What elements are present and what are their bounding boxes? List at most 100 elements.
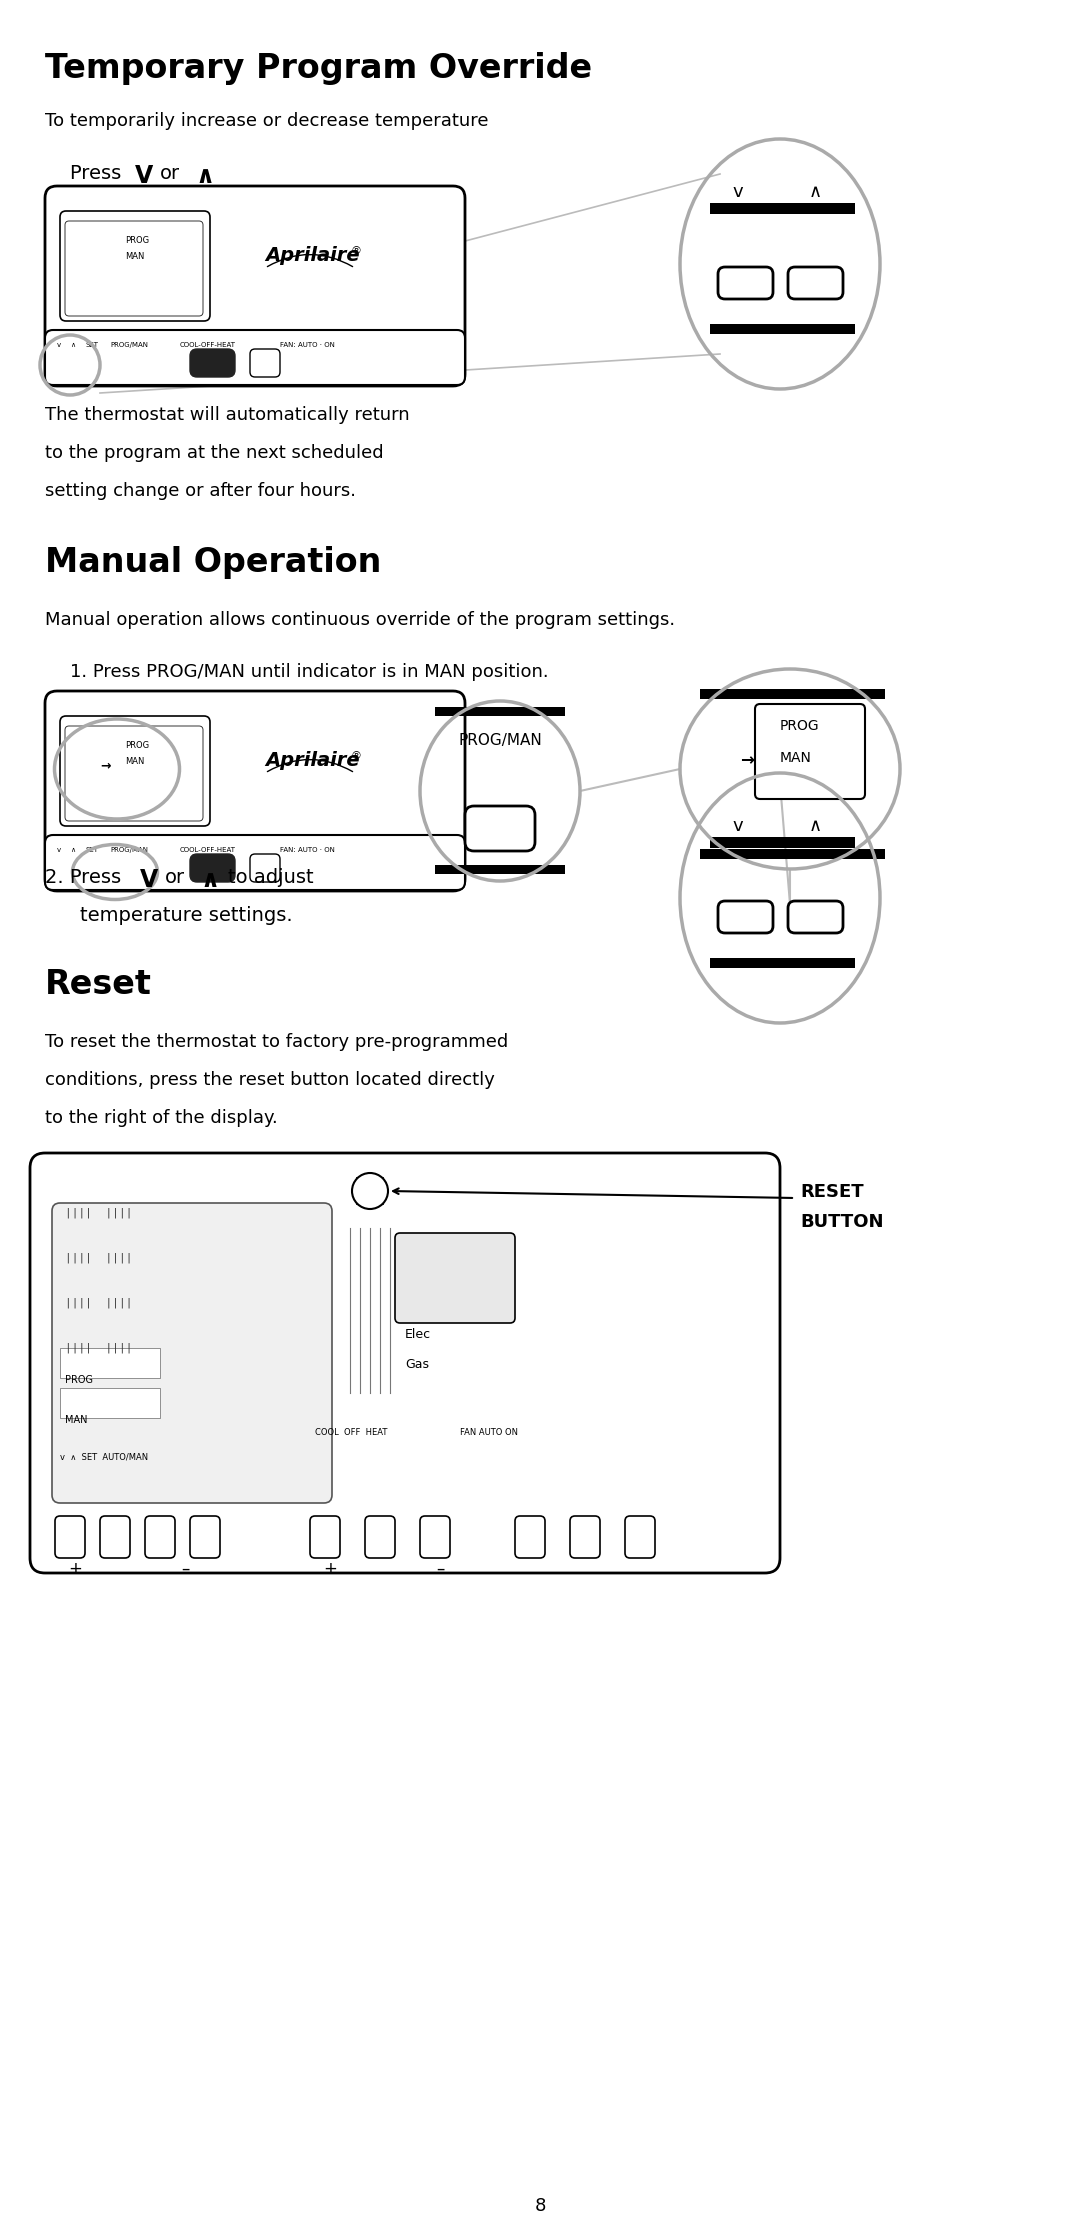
Text: →: → — [100, 759, 110, 772]
FancyBboxPatch shape — [190, 1516, 220, 1558]
FancyBboxPatch shape — [52, 1203, 332, 1502]
Ellipse shape — [130, 862, 146, 884]
Text: MAN: MAN — [780, 750, 812, 766]
Text: ∧: ∧ — [809, 817, 822, 835]
FancyBboxPatch shape — [570, 1516, 600, 1558]
FancyBboxPatch shape — [788, 902, 843, 933]
Bar — [710, 203, 855, 214]
FancyBboxPatch shape — [65, 221, 203, 317]
Text: V: V — [140, 868, 159, 893]
Text: PROG: PROG — [125, 237, 149, 246]
Text: PROG/MAN: PROG/MAN — [110, 846, 148, 853]
Ellipse shape — [100, 862, 116, 884]
Text: RESET: RESET — [800, 1183, 864, 1201]
Text: SET: SET — [85, 341, 98, 348]
FancyBboxPatch shape — [45, 185, 465, 386]
FancyBboxPatch shape — [45, 835, 465, 891]
FancyBboxPatch shape — [30, 1154, 780, 1574]
Text: ||||  ||||: |||| |||| — [65, 1344, 133, 1353]
FancyBboxPatch shape — [788, 268, 843, 299]
FancyBboxPatch shape — [60, 212, 210, 321]
FancyBboxPatch shape — [60, 716, 210, 826]
Text: v: v — [57, 846, 62, 853]
Bar — [60, 1388, 160, 1417]
Text: ||||  ||||: |||| |||| — [65, 1252, 133, 1263]
Text: COOL  OFF  HEAT: COOL OFF HEAT — [315, 1428, 388, 1437]
FancyBboxPatch shape — [45, 692, 465, 891]
Text: to the right of the display.: to the right of the display. — [45, 1109, 278, 1127]
Text: 2. Press: 2. Press — [45, 868, 127, 886]
Text: PROG: PROG — [780, 719, 820, 732]
Text: v  ∧  SET  AUTO/MAN: v ∧ SET AUTO/MAN — [60, 1453, 148, 1462]
Text: MAN: MAN — [125, 252, 145, 261]
Text: Aprilaire: Aprilaire — [265, 246, 360, 266]
Text: FAN AUTO ON: FAN AUTO ON — [460, 1428, 518, 1437]
Text: to the program at the next scheduled: to the program at the next scheduled — [45, 444, 383, 462]
FancyBboxPatch shape — [625, 1516, 654, 1558]
Text: or: or — [165, 868, 185, 886]
Ellipse shape — [75, 862, 91, 884]
Text: conditions, press the reset button located directly: conditions, press the reset button locat… — [45, 1071, 495, 1089]
Circle shape — [352, 1174, 388, 1210]
FancyBboxPatch shape — [190, 855, 235, 882]
FancyBboxPatch shape — [365, 1516, 395, 1558]
Text: Elec: Elec — [405, 1328, 431, 1341]
Text: MAN: MAN — [125, 757, 145, 766]
Bar — [710, 324, 855, 335]
FancyBboxPatch shape — [718, 268, 773, 299]
Ellipse shape — [100, 355, 116, 377]
FancyBboxPatch shape — [65, 725, 203, 821]
Text: temperature settings.: temperature settings. — [80, 906, 293, 924]
Text: v: v — [732, 817, 743, 835]
Bar — [435, 708, 565, 716]
Text: 8: 8 — [535, 2196, 545, 2214]
Text: +: + — [323, 1560, 337, 1578]
Text: Reset: Reset — [45, 969, 152, 1000]
Text: or: or — [160, 163, 180, 183]
Text: ∧: ∧ — [200, 868, 219, 893]
Bar — [710, 837, 855, 848]
Text: v: v — [732, 183, 743, 201]
FancyBboxPatch shape — [145, 1516, 175, 1558]
Text: PROG/MAN: PROG/MAN — [110, 341, 148, 348]
Text: V: V — [135, 163, 153, 187]
Text: Manual Operation: Manual Operation — [45, 547, 381, 578]
FancyBboxPatch shape — [420, 1516, 450, 1558]
Text: To reset the thermostat to factory pre-programmed: To reset the thermostat to factory pre-p… — [45, 1033, 509, 1051]
Ellipse shape — [130, 355, 146, 377]
FancyBboxPatch shape — [190, 348, 235, 377]
Text: –: – — [436, 1560, 444, 1578]
Text: COOL-OFF-HEAT: COOL-OFF-HEAT — [180, 341, 237, 348]
Text: To temporarily increase or decrease temperature: To temporarily increase or decrease temp… — [45, 112, 488, 129]
Text: ||||  ||||: |||| |||| — [65, 1299, 133, 1308]
FancyBboxPatch shape — [249, 348, 280, 377]
Text: ∧: ∧ — [70, 846, 76, 853]
Ellipse shape — [55, 862, 71, 884]
FancyBboxPatch shape — [755, 703, 865, 799]
Text: FAN: AUTO · ON: FAN: AUTO · ON — [280, 341, 335, 348]
Text: Aprilaire: Aprilaire — [265, 750, 360, 770]
Text: SET: SET — [85, 846, 98, 853]
Text: ®: ® — [350, 750, 361, 761]
Text: ||||  ||||: |||| |||| — [65, 1208, 133, 1219]
Text: 1. Press PROG/MAN until indicator is in MAN position.: 1. Press PROG/MAN until indicator is in … — [70, 663, 549, 681]
Text: Temporary Program Override: Temporary Program Override — [45, 51, 592, 85]
Text: →: → — [740, 750, 754, 770]
Text: –: – — [180, 1560, 189, 1578]
FancyBboxPatch shape — [718, 902, 773, 933]
Text: +: + — [68, 1560, 82, 1578]
FancyBboxPatch shape — [249, 855, 280, 882]
FancyBboxPatch shape — [310, 1516, 340, 1558]
FancyBboxPatch shape — [515, 1516, 545, 1558]
Text: FAN: AUTO · ON: FAN: AUTO · ON — [280, 846, 335, 853]
Text: PROG: PROG — [65, 1375, 93, 1386]
Text: Press: Press — [70, 163, 127, 183]
FancyBboxPatch shape — [395, 1232, 515, 1324]
FancyBboxPatch shape — [55, 1516, 85, 1558]
Text: BUTTON: BUTTON — [800, 1212, 883, 1232]
Text: PROG: PROG — [125, 741, 149, 750]
Text: ®: ® — [350, 246, 361, 257]
Text: Gas: Gas — [405, 1357, 429, 1370]
Text: COOL-OFF-HEAT: COOL-OFF-HEAT — [180, 846, 237, 853]
Text: setting change or after four hours.: setting change or after four hours. — [45, 482, 356, 500]
